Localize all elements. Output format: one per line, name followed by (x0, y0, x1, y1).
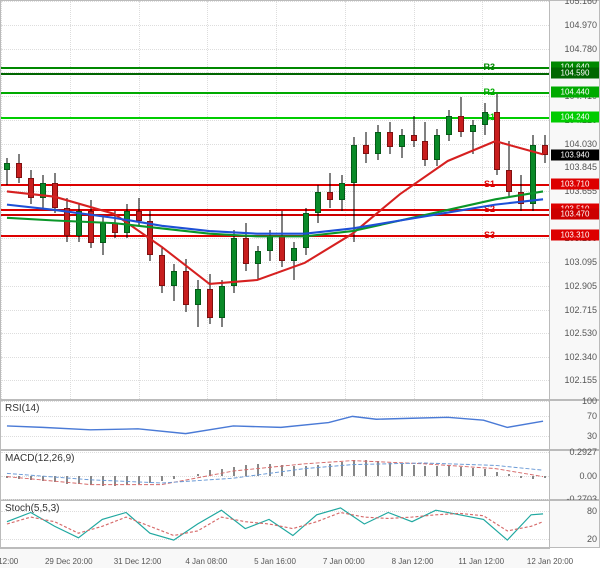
rsi-chart-area[interactable] (1, 401, 549, 449)
macd-chart-area[interactable] (1, 451, 549, 499)
rsi-panel: RSI(14) 3070100 (0, 400, 600, 450)
macd-label: MACD(12,26,9) (5, 453, 74, 464)
stoch-chart-area[interactable] (1, 501, 549, 547)
stoch-label: Stoch(5,5,3) (5, 503, 59, 514)
stoch-y-axis: 2080 (549, 501, 599, 547)
price-y-axis: 102.155102.340102.530102.715102.905103.0… (549, 1, 599, 399)
macd-panel: MACD(12,26,9) -0.27030.000.2927 (0, 450, 600, 500)
rsi-y-axis: 3070100 (549, 401, 599, 449)
price-chart-area[interactable]: R3R2R1S1S2S3 (1, 1, 549, 399)
macd-y-axis: -0.27030.000.2927 (549, 451, 599, 499)
rsi-label: RSI(14) (5, 403, 39, 414)
stoch-panel: Stoch(5,5,3) 2080 (0, 500, 600, 548)
time-x-axis: Dec 12:0029 Dec 20:0031 Dec 12:004 Jan 0… (0, 548, 550, 568)
price-chart-panel: R3R2R1S1S2S3 102.155102.340102.530102.71… (0, 0, 600, 400)
